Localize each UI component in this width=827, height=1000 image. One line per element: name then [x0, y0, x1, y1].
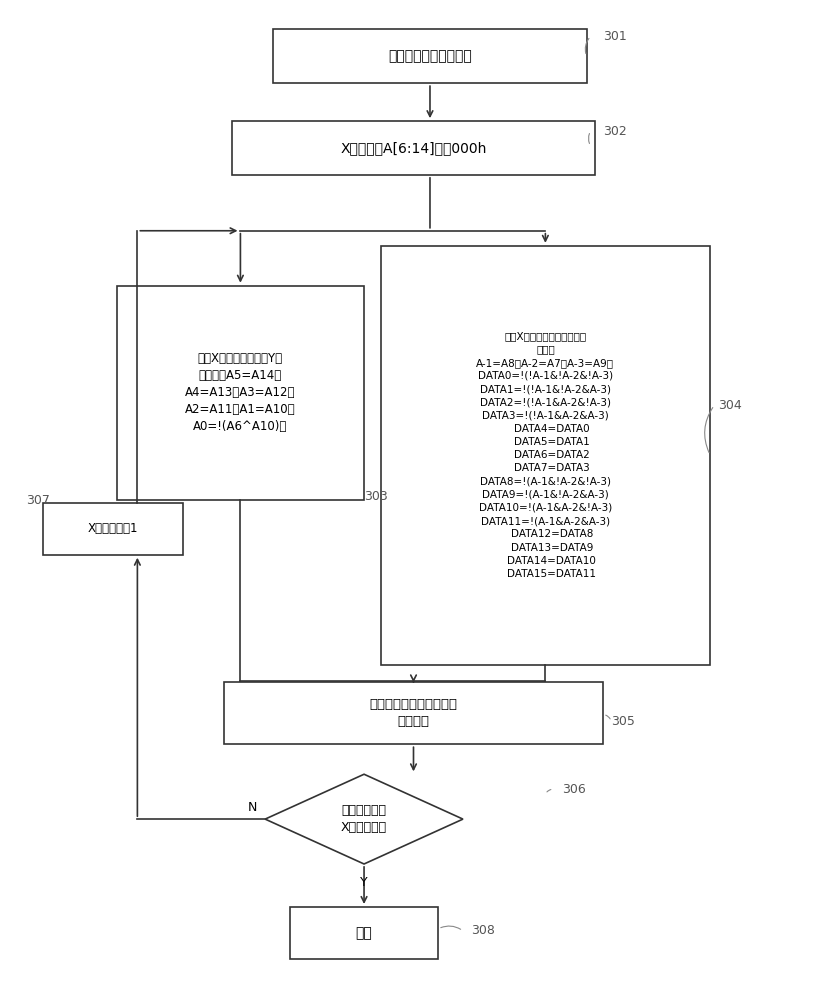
- Text: 304: 304: [719, 399, 742, 412]
- Polygon shape: [265, 774, 463, 864]
- FancyBboxPatch shape: [232, 121, 595, 175]
- FancyBboxPatch shape: [43, 503, 183, 555]
- Text: X方向地址A[6:14]设为000h: X方向地址A[6:14]设为000h: [341, 141, 486, 155]
- Text: Y: Y: [361, 876, 368, 889]
- FancyBboxPatch shape: [224, 682, 603, 744]
- FancyBboxPatch shape: [274, 29, 586, 83]
- Text: 完成: 完成: [356, 926, 372, 940]
- Text: 对计算出的地址写入计算
出的数据: 对计算出的地址写入计算 出的数据: [370, 698, 457, 728]
- Text: 305: 305: [611, 715, 635, 728]
- FancyBboxPatch shape: [117, 286, 364, 500]
- Text: 根据X方向地址计算出Y方
向地址：A5=A14；
A4=A13；A3=A12；
A2=A11；A1=A10；
A0=!(A6^A10)；: 根据X方向地址计算出Y方 向地址：A5=A14； A4=A13；A3=A12； …: [185, 352, 296, 433]
- Text: 根据X方向地址计算出所写的
数据：
A-1=A8；A-2=A7；A-3=A9；
DATA0=!(!A-1&!A-2&!A-3)
DATA1=!(!A-1&!A-: 根据X方向地址计算出所写的 数据： A-1=A8；A-2=A7；A-3=A9； …: [476, 331, 614, 579]
- FancyBboxPatch shape: [380, 246, 710, 665]
- Text: 301: 301: [603, 30, 627, 43]
- Text: 306: 306: [562, 783, 586, 796]
- Text: 303: 303: [364, 490, 388, 503]
- Text: 302: 302: [603, 125, 627, 138]
- Text: X方向地址加1: X方向地址加1: [88, 522, 138, 535]
- Text: 执行擦除操作清空阵列: 执行擦除操作清空阵列: [388, 49, 472, 63]
- FancyBboxPatch shape: [290, 907, 438, 959]
- Text: 307: 307: [26, 494, 50, 507]
- Text: N: N: [247, 801, 257, 814]
- Text: 是否最后一个
X方向地址？: 是否最后一个 X方向地址？: [341, 804, 387, 834]
- Text: 308: 308: [471, 924, 495, 937]
